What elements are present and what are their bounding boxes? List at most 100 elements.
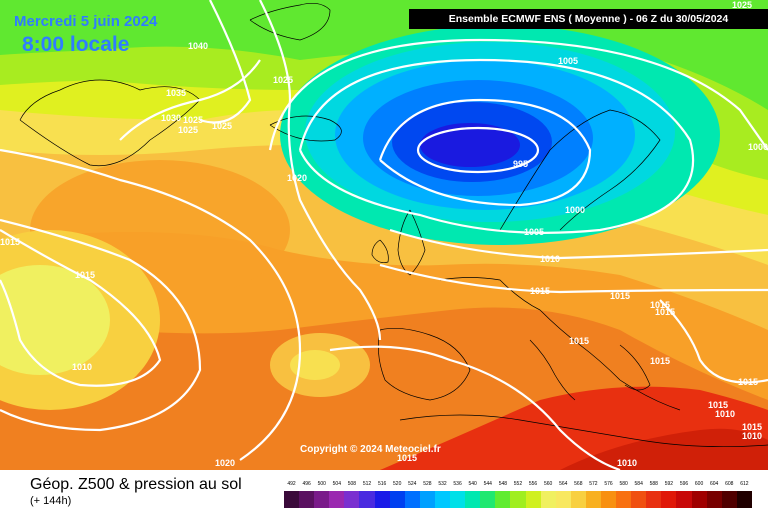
isobar-1020-west (0, 148, 302, 461)
scale-swatch (404, 491, 420, 508)
scale-tick-label: 572 (589, 481, 598, 487)
scale-swatch (329, 491, 345, 508)
scale-swatch (389, 491, 405, 508)
isobar-label: 1020 (215, 458, 236, 468)
scale-swatch (676, 491, 692, 508)
isobar-label: 1015 (530, 286, 551, 296)
scale-swatch (706, 491, 722, 508)
europe-coast (439, 277, 681, 411)
isobar-1015-south (329, 345, 621, 470)
scale-tick-label: 568 (574, 481, 583, 487)
scale-tick-label: 600 (694, 481, 704, 487)
ireland-coast (371, 239, 389, 264)
isobar-label: 1000 (565, 205, 586, 215)
isobar-label: 1035 (166, 88, 187, 98)
isobar-label: 1015 (75, 270, 96, 280)
scale-swatch (525, 491, 541, 508)
scale-swatch (691, 491, 707, 508)
scale-swatch (344, 491, 360, 508)
svalbard-coast (249, 3, 331, 41)
scale-tick-label: 528 (423, 481, 432, 487)
scale-swatch (434, 491, 451, 508)
coastlines (19, 3, 768, 448)
isobar-label: 1015 (738, 377, 759, 387)
isobar-1015-west (0, 218, 202, 432)
scale-tick-label: 544 (483, 481, 492, 487)
legend-panel: Géop. Z500 & pression au sol (+ 144h) 49… (0, 470, 768, 512)
scale-tick-label: 492 (287, 481, 296, 487)
isobar-1025 (199, 0, 252, 124)
scale-swatch (585, 491, 601, 508)
isobar-label: 1010 (617, 458, 638, 468)
isobar-label: 1010 (742, 431, 763, 441)
scale-tick-label: 556 (528, 481, 538, 487)
isobar-1030 (119, 59, 261, 141)
scale-tick-label: 588 (649, 481, 658, 487)
isobar-label: 1025 (273, 75, 294, 85)
scale-tick-label: 612 (740, 481, 749, 487)
scandinavia-coast (499, 109, 661, 231)
isobar-label: 1020 (287, 173, 308, 183)
scale-swatches (284, 491, 752, 508)
forecast-time: 8:00 locale (22, 33, 130, 56)
scale-tick-label: 596 (679, 481, 689, 487)
scale-swatch (284, 491, 300, 508)
scale-swatch (299, 491, 315, 508)
isobar-label: 1015 (655, 307, 676, 317)
isobar-1010-east (389, 228, 768, 260)
isobar-label: 1015 (397, 453, 418, 463)
scale-tick-label: 540 (468, 481, 477, 487)
legend-subtitle: (+ 144h) (30, 495, 72, 507)
isobar-1000 (378, 98, 592, 207)
isobar-label: 1025 (212, 121, 233, 131)
scale-tick-label: 504 (332, 481, 341, 487)
scale-tick-label: 592 (664, 481, 674, 487)
isobar-label: 1010 (715, 409, 736, 419)
scale-swatch (736, 491, 752, 508)
isobar-label: 1010 (72, 362, 93, 372)
scale-swatch (374, 491, 390, 508)
isobar-label: 1040 (188, 41, 209, 51)
scale-swatch (480, 491, 496, 508)
isobar-label: 1015 (708, 400, 729, 410)
africa-coast (399, 414, 768, 448)
scale-swatch (631, 491, 647, 508)
scale-tick-label: 548 (498, 481, 508, 487)
scale-tick-label: 584 (634, 481, 643, 487)
scale-tick-label: 508 (347, 481, 357, 487)
scale-tick-label: 516 (377, 481, 387, 487)
isobar-1005 (298, 58, 695, 234)
isobar-label: 1030 (161, 113, 182, 123)
isobars (0, 0, 768, 470)
scale-tick-label: 560 (543, 481, 553, 487)
scale-swatch (314, 491, 330, 508)
isobar-label: 1025 (178, 125, 199, 135)
forecast-date: Mercredi 5 juin 2024 (14, 13, 158, 30)
scale-tick-label: 496 (302, 481, 311, 487)
isobar-1010-west (0, 229, 162, 387)
scale-swatch (450, 491, 466, 508)
isobar-995 (416, 126, 540, 174)
geopotential-field (0, 0, 768, 470)
scale-ticks: 492 496 500 504 508 512 516 520 524 528 532 536 540 5… (284, 479, 752, 489)
scale-swatch (646, 491, 662, 508)
isobar-label: 1025 (732, 0, 753, 10)
scale-tick-label: 536 (453, 481, 462, 487)
isobar-label: 1010 (540, 254, 561, 264)
isobar-label: 1015 (0, 237, 21, 247)
isobar-label: 1015 (742, 422, 763, 432)
scale-swatch (555, 491, 571, 508)
isobar-1015-east (379, 263, 768, 294)
iceland-coast (269, 115, 342, 142)
isobar-label: 1015 (650, 300, 671, 310)
isobar-label: 1015 (610, 291, 631, 301)
isobar-label: 1015 (650, 356, 671, 366)
isobar-1015-se (659, 299, 768, 384)
scale-tick-label: 604 (710, 481, 719, 487)
copyright-notice: Copyright © 2024 Meteociel.fr (300, 444, 441, 455)
scale-tick-label: 564 (559, 481, 568, 487)
italy-coast (529, 339, 576, 401)
scale-tick-label: 608 (725, 481, 734, 487)
west-low-yellow (0, 265, 110, 375)
isobar-1005-outer (268, 38, 768, 151)
